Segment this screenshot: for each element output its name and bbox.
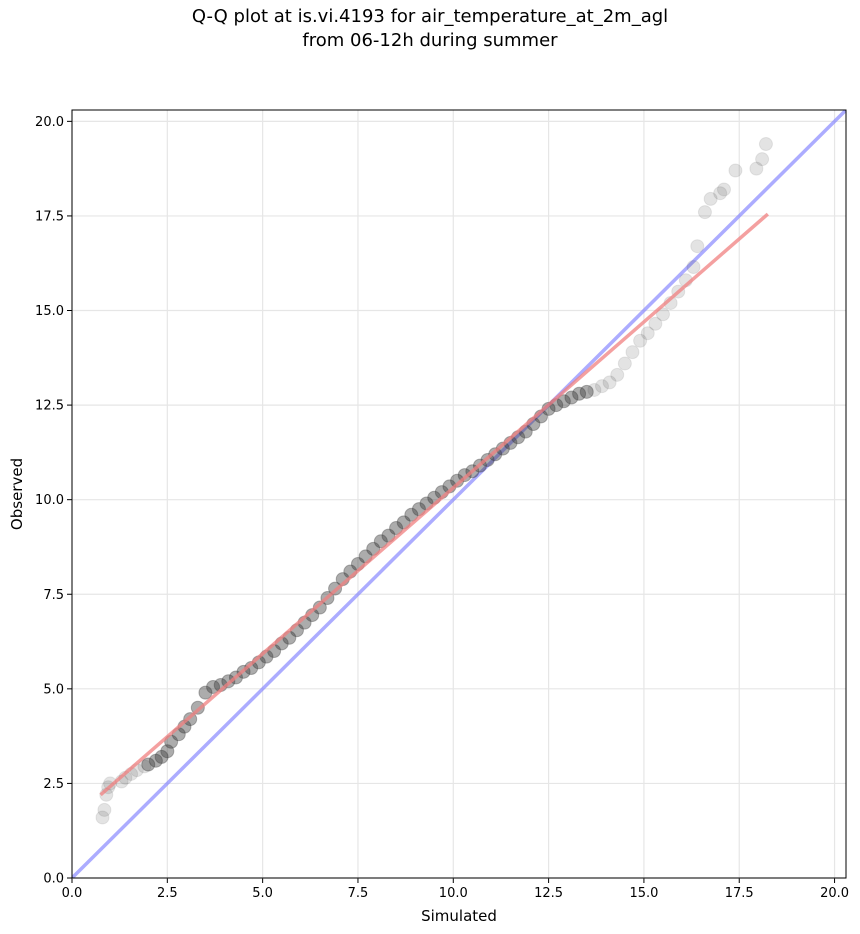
- y-tick-label: 7.5: [43, 588, 64, 603]
- x-tick-label: 10.0: [439, 886, 468, 901]
- quantile-point: [594, 379, 609, 394]
- quantile-point: [648, 316, 663, 331]
- quantile-point: [389, 521, 404, 536]
- quantile-point: [716, 182, 731, 197]
- y-tick-label: 5.0: [43, 682, 64, 697]
- quantile-point: [95, 810, 110, 825]
- y-tick-label: 0.0: [43, 872, 64, 887]
- y-tick-label: 2.5: [43, 777, 64, 792]
- quantile-point: [610, 367, 625, 382]
- x-tick-label: 5.0: [252, 886, 273, 901]
- y-tick-label: 15.0: [35, 304, 64, 319]
- quantile-point: [602, 375, 617, 390]
- quantile-point: [103, 776, 118, 791]
- quantile-point: [404, 507, 419, 522]
- x-tick-label: 7.5: [348, 886, 369, 901]
- quantile-point: [755, 152, 770, 167]
- x-tick-label: 12.5: [534, 886, 563, 901]
- y-tick-label: 17.5: [35, 209, 64, 224]
- quantile-point: [703, 191, 718, 206]
- y-tick-label: 20.0: [35, 115, 64, 130]
- quantile-point: [137, 759, 152, 774]
- quantile-point: [564, 390, 579, 405]
- quantile-point: [697, 205, 712, 220]
- quantile-point: [198, 685, 213, 700]
- quantile-point: [206, 679, 221, 694]
- x-tick-label: 2.5: [157, 886, 178, 901]
- quantile-point: [154, 749, 169, 764]
- chart-title-line-1: Q-Q plot at is.vi.4193 for air_temperatu…: [191, 6, 669, 27]
- plot-area: [72, 110, 846, 878]
- quantile-point: [587, 382, 602, 397]
- quantile-point: [640, 326, 655, 341]
- plot-frame: [71, 109, 847, 879]
- quantile-point: [141, 757, 156, 772]
- x-tick-label: 0.0: [62, 886, 83, 901]
- quantile-point: [625, 345, 640, 360]
- y-tick-label: 12.5: [35, 399, 64, 414]
- quantile-point: [457, 468, 472, 483]
- quantile-point: [373, 534, 388, 549]
- quantile-point: [686, 260, 701, 275]
- quantile-point: [488, 447, 503, 462]
- chart-title-line-2: from 06-12h during summer: [302, 30, 558, 51]
- quantile-point: [758, 137, 773, 152]
- quantile-point: [160, 744, 175, 759]
- quantile-point: [633, 333, 648, 348]
- x-tick-label: 15.0: [629, 886, 658, 901]
- quantile-point: [749, 161, 764, 176]
- x-axis-label: Simulated: [421, 907, 497, 925]
- quantile-point: [690, 239, 705, 254]
- regression-line: [99, 212, 769, 797]
- quantile-point: [655, 307, 670, 322]
- quantile-point: [572, 386, 587, 401]
- y-tick-label: 10.0: [35, 493, 64, 508]
- x-tick-label: 17.5: [725, 886, 754, 901]
- quantile-point: [148, 753, 163, 768]
- quantile-point: [617, 356, 632, 371]
- quantile-point: [97, 802, 112, 817]
- reference-line: [72, 110, 846, 878]
- x-tick-label: 20.0: [820, 886, 849, 901]
- quantile-point: [728, 163, 743, 178]
- quantile-point: [579, 384, 594, 399]
- quantile-point: [713, 186, 728, 201]
- quantile-point: [556, 394, 571, 409]
- y-axis-label: Observed: [8, 458, 26, 530]
